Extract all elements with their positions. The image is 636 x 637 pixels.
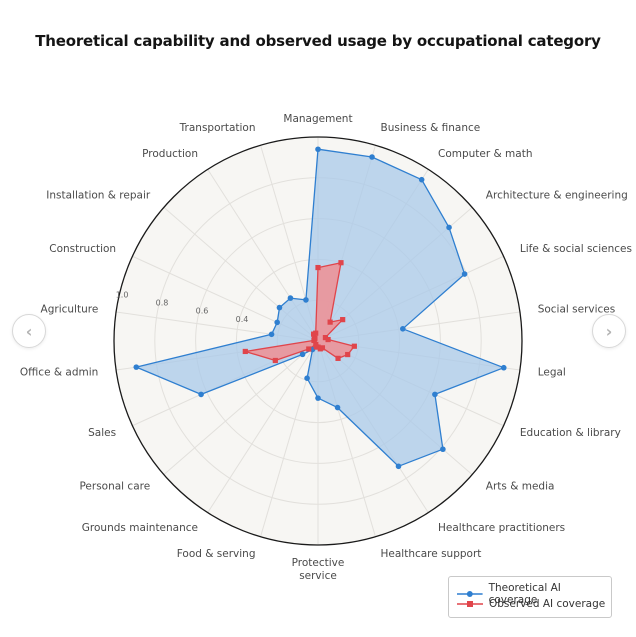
legend-swatch-theoretical [457,591,483,597]
legend-label-observed: Observed AI coverage [489,598,606,610]
chart-legend: Theoretical AI coverage Observed AI cove… [448,576,612,618]
category-label: Installation & repair [46,190,151,202]
legend-item-observed: Observed AI coverage [457,598,605,610]
data-point-theoretical [418,176,425,183]
data-point-observed [322,335,329,341]
category-label: Arts & media [486,480,555,492]
data-point-observed [312,335,318,341]
category-label: Transportation [179,122,256,134]
legend-item-theoretical: Theoretical AI coverage [457,582,611,606]
previous-chart-button[interactable]: ‹ [12,314,46,348]
category-label: Agriculture [41,303,99,315]
category-label: Healthcare practitioners [438,522,565,534]
category-label: Healthcare support [381,548,482,560]
data-point-theoretical [133,364,140,370]
data-point-theoretical [198,391,204,398]
category-label: Social services [538,303,616,315]
data-point-theoretical [440,446,446,453]
data-point-observed [345,351,351,358]
category-label: Protective service [292,557,345,582]
data-point-theoretical [304,375,310,381]
data-point-theoretical [500,364,507,371]
category-label: Legal [538,367,566,379]
data-point-theoretical [446,224,452,231]
category-label: Personal care [79,480,150,492]
data-point-observed [242,348,248,355]
legend-swatch-observed [457,601,483,607]
data-point-observed [313,341,319,348]
grid-spoke [207,340,319,513]
data-point-observed [315,264,321,271]
chevron-left-icon: ‹ [25,321,33,341]
data-point-theoretical [299,351,306,358]
data-point-observed [313,330,319,336]
category-label: Food & serving [177,548,256,560]
data-point-observed [335,355,341,361]
category-label: Production [142,148,198,160]
radial-tick-label: 1.0 [116,290,129,299]
category-label: Grounds maintenance [82,522,198,534]
legend-label-theoretical: Theoretical AI coverage [488,582,561,606]
data-point-theoretical [432,391,438,398]
data-point-observed [327,319,333,325]
radial-tick-label: 0.4 [236,315,249,324]
data-point-observed [340,317,346,323]
data-point-theoretical [334,404,341,411]
outer-ring [113,136,523,546]
category-label: Computer & math [438,148,533,160]
data-point-theoretical [274,319,280,326]
data-point-theoretical [315,395,321,401]
data-point-theoretical [315,146,321,153]
category-label: Management [283,113,352,125]
data-point-theoretical [287,295,294,301]
data-point-theoretical [303,297,309,303]
category-label: Business & finance [381,122,481,134]
data-point-theoretical [268,331,275,338]
chevron-right-icon: › [605,321,613,341]
data-point-observed [306,346,312,352]
data-point-theoretical [461,271,468,277]
category-label: Education & library [520,427,621,439]
data-point-theoretical [400,326,406,332]
chart-title: Theoretical capability and observed usag… [35,32,601,50]
category-label: Architecture & engineering [486,190,628,202]
category-label: Life & social sciences [520,243,632,255]
category-label: Sales [88,427,116,439]
category-label: Construction [49,243,116,255]
data-point-observed [351,343,357,349]
data-point-theoretical [369,154,375,160]
next-chart-button[interactable]: › [592,314,626,348]
data-point-observed [338,260,344,266]
data-point-observed [325,336,331,343]
radial-tick-label: 0.8 [156,299,169,308]
radial-tick-label: 0.6 [196,307,209,316]
data-point-theoretical [276,304,283,311]
category-label: Office & admin [20,367,98,379]
data-point-theoretical [395,463,402,470]
grid-spoke [163,340,319,475]
data-point-observed [272,357,278,364]
